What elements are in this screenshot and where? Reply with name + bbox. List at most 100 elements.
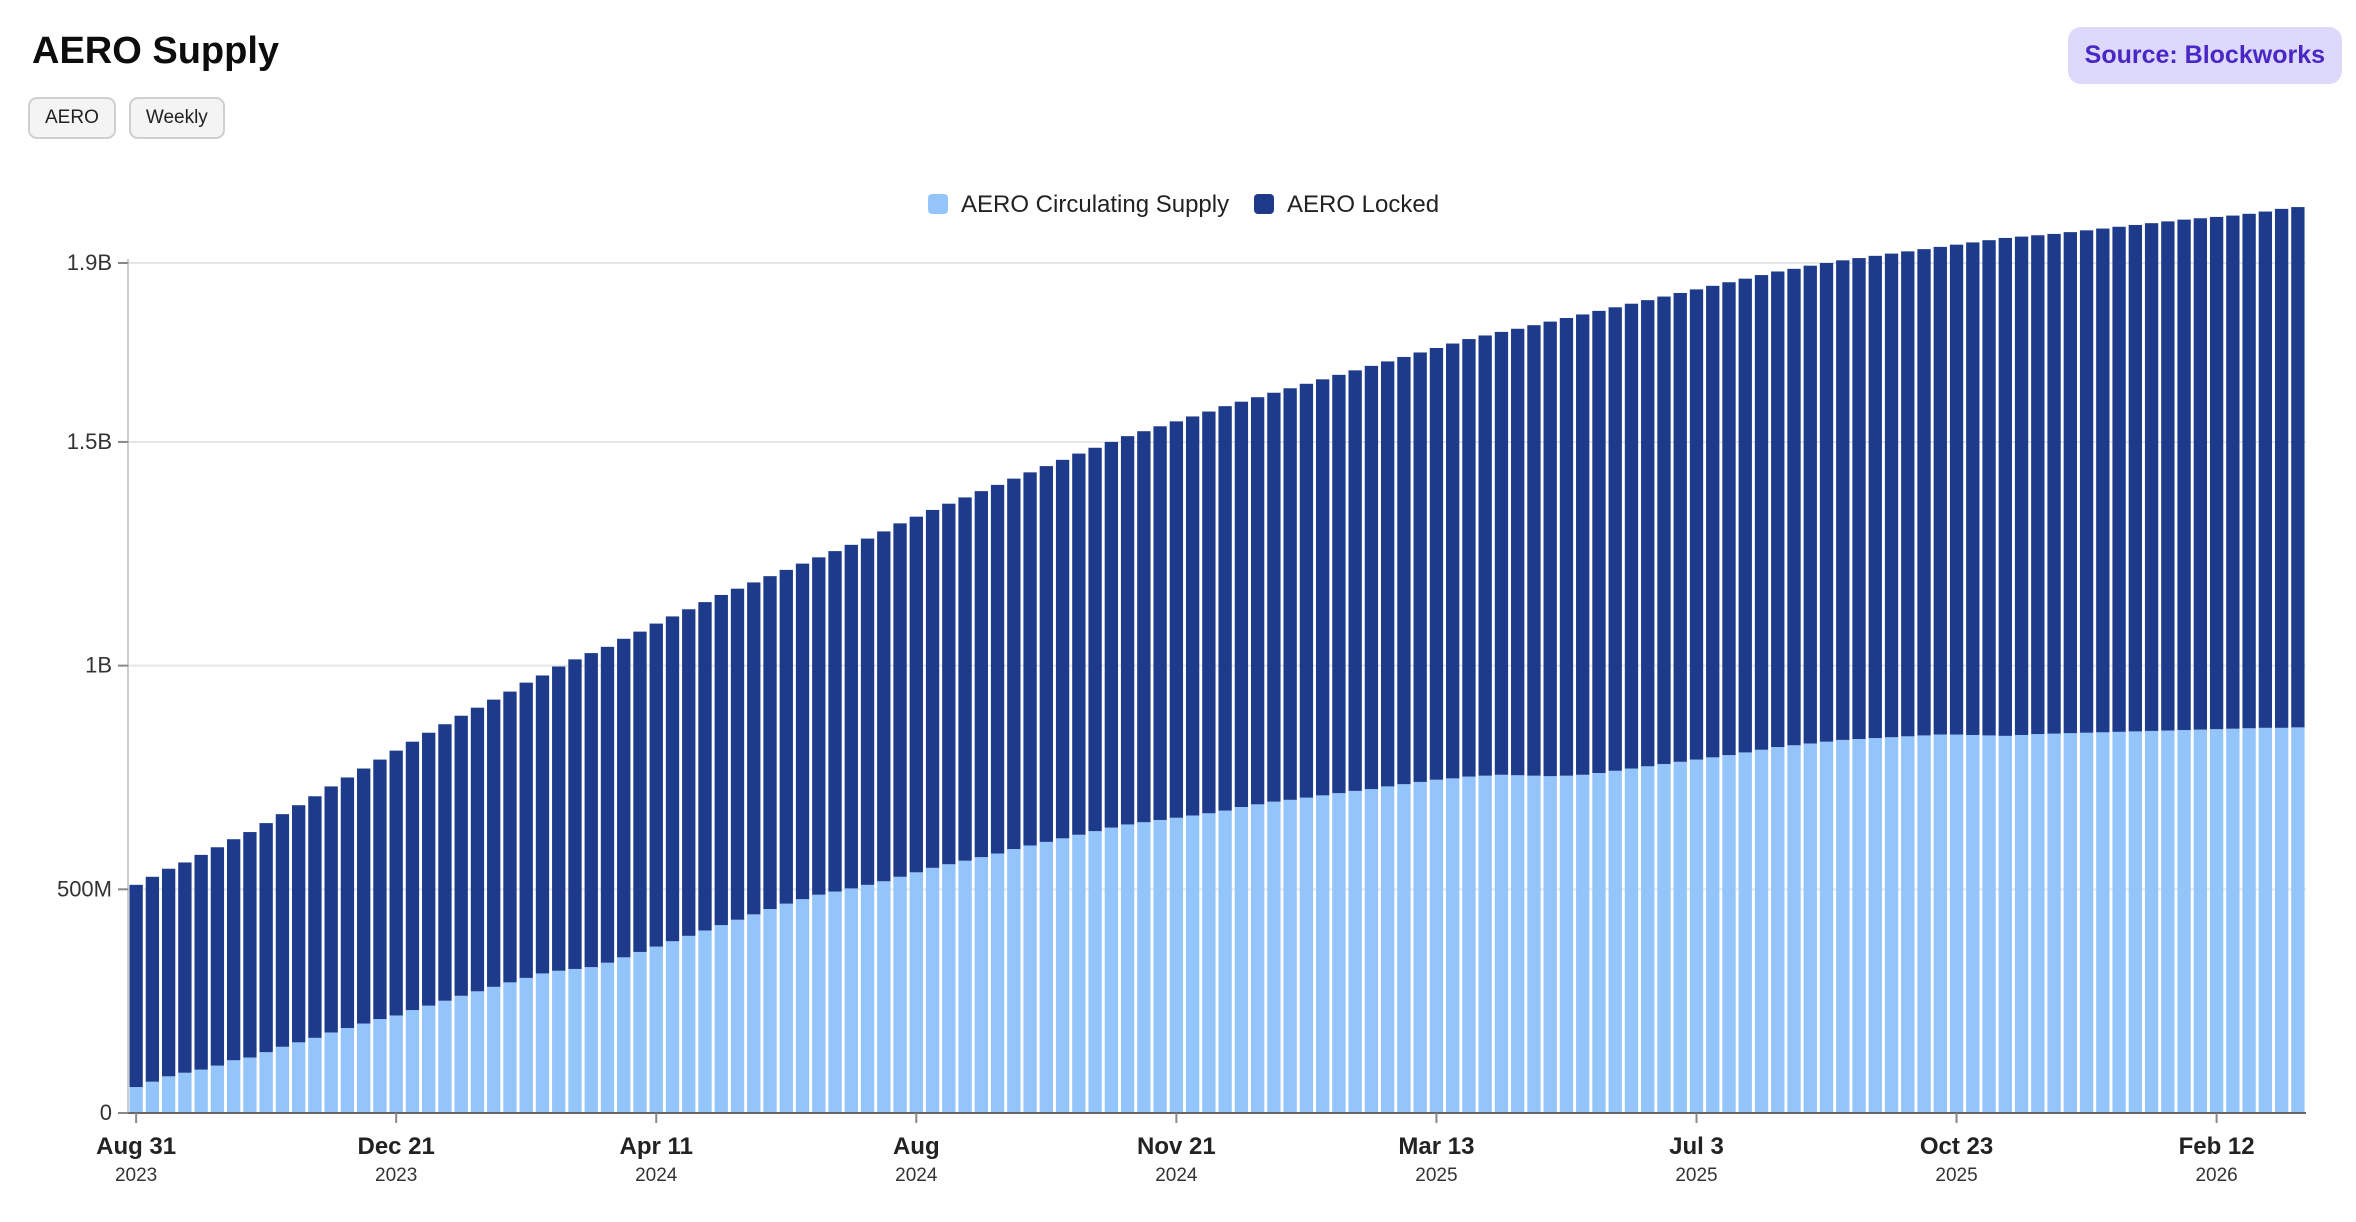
interval-filter-button[interactable]: Weekly [128,97,225,139]
bar-circulating[interactable] [584,967,598,1113]
bar-circulating[interactable] [600,962,615,1113]
bar-locked[interactable] [2177,219,2191,731]
bar-locked[interactable] [1543,321,1557,777]
bar-locked[interactable] [1055,459,1070,839]
bar-locked[interactable] [1267,392,1281,802]
bar-locked[interactable] [812,557,826,895]
bar-locked[interactable] [1852,258,1866,739]
bar-circulating[interactable] [340,1028,355,1113]
bar-circulating[interactable] [1884,737,1899,1113]
bar-circulating[interactable] [1494,774,1509,1113]
bar-locked[interactable] [649,623,663,947]
bar-circulating[interactable] [1137,822,1151,1113]
bar-locked[interactable] [1771,271,1785,748]
bar-locked[interactable] [958,497,972,861]
bar-circulating[interactable] [1868,738,1882,1113]
bar-circulating[interactable] [324,1032,338,1113]
bar-locked[interactable] [763,576,777,909]
bar-circulating[interactable] [1267,801,1281,1113]
bar-locked[interactable] [470,707,485,992]
bar-locked[interactable] [2226,215,2240,729]
bar-circulating[interactable] [877,881,891,1113]
bar-locked[interactable] [1169,421,1184,818]
bar-locked[interactable] [584,653,598,968]
bar-locked[interactable] [860,538,875,885]
bar-circulating[interactable] [161,1076,176,1113]
bar-circulating[interactable] [1120,824,1135,1113]
bar-locked[interactable] [1478,335,1492,776]
bar-locked[interactable] [747,582,761,915]
bar-circulating[interactable] [454,995,468,1113]
bar-circulating[interactable] [1104,827,1119,1113]
bar-locked[interactable] [779,569,793,904]
bar-locked[interactable] [308,796,322,1038]
bar-circulating[interactable] [909,872,923,1113]
bar-circulating[interactable] [1397,784,1411,1113]
bar-circulating[interactable] [1234,807,1249,1113]
bar-circulating[interactable] [714,925,728,1113]
bar-locked[interactable] [1234,401,1249,807]
bar-locked[interactable] [600,646,615,963]
bar-locked[interactable] [1185,416,1200,816]
bar-circulating[interactable] [1185,815,1200,1114]
bar-circulating[interactable] [2112,731,2126,1113]
bar-locked[interactable] [2144,223,2159,731]
bar-circulating[interactable] [1153,819,1167,1113]
bar-locked[interactable] [1283,388,1297,800]
bar-circulating[interactable] [405,1010,420,1113]
bar-locked[interactable] [357,768,371,1024]
bar-locked[interactable] [422,732,436,1006]
bar-locked[interactable] [243,832,257,1058]
bar-locked[interactable] [2291,207,2305,728]
bar-circulating[interactable] [1218,810,1232,1113]
bar-locked[interactable] [2161,221,2175,731]
bar-circulating[interactable] [730,919,745,1113]
bar-circulating[interactable] [1966,734,1980,1113]
bar-locked[interactable] [1998,237,2012,736]
bar-circulating[interactable] [1364,789,1379,1113]
bar-locked[interactable] [1007,478,1021,850]
bar-locked[interactable] [795,563,810,900]
bar-locked[interactable] [1819,263,1834,742]
bar-locked[interactable] [1527,325,1541,776]
bar-circulating[interactable] [145,1081,160,1113]
bar-locked[interactable] [292,805,306,1043]
bar-circulating[interactable] [1949,734,1964,1113]
token-filter-button[interactable]: AERO [28,97,116,139]
bar-circulating[interactable] [2291,727,2305,1113]
bar-circulating[interactable] [2209,729,2224,1113]
bar-circulating[interactable] [357,1023,371,1113]
bar-circulating[interactable] [178,1072,192,1113]
bar-circulating[interactable] [1511,775,1525,1113]
bar-locked[interactable] [1624,303,1639,769]
bar-circulating[interactable] [698,930,712,1113]
bar-locked[interactable] [1299,383,1314,798]
bar-circulating[interactable] [795,899,810,1113]
bar-circulating[interactable] [2144,730,2159,1113]
bar-locked[interactable] [730,588,745,920]
bar-locked[interactable] [1933,246,1947,735]
bar-locked[interactable] [1559,318,1574,776]
bar-circulating[interactable] [1754,749,1769,1113]
bar-circulating[interactable] [422,1005,436,1113]
bar-circulating[interactable] [649,946,663,1113]
bar-circulating[interactable] [1299,797,1314,1113]
bar-locked[interactable] [2258,211,2273,728]
bar-circulating[interactable] [1023,845,1037,1113]
bar-circulating[interactable] [1624,768,1639,1113]
bar-circulating[interactable] [487,986,501,1113]
bar-locked[interactable] [1689,289,1704,760]
bar-locked[interactable] [2079,230,2094,733]
bar-locked[interactable] [194,854,208,1070]
bar-circulating[interactable] [1771,747,1785,1113]
bar-locked[interactable] [1381,361,1395,787]
bar-locked[interactable] [210,847,225,1066]
bar-circulating[interactable] [1462,776,1476,1113]
bar-circulating[interactable] [1933,734,1947,1113]
bar-circulating[interactable] [535,973,550,1113]
bar-locked[interactable] [990,484,1005,854]
bar-circulating[interactable] [1039,841,1053,1113]
bar-locked[interactable] [275,814,290,1047]
bar-locked[interactable] [617,638,631,958]
bar-circulating[interactable] [1852,739,1866,1113]
